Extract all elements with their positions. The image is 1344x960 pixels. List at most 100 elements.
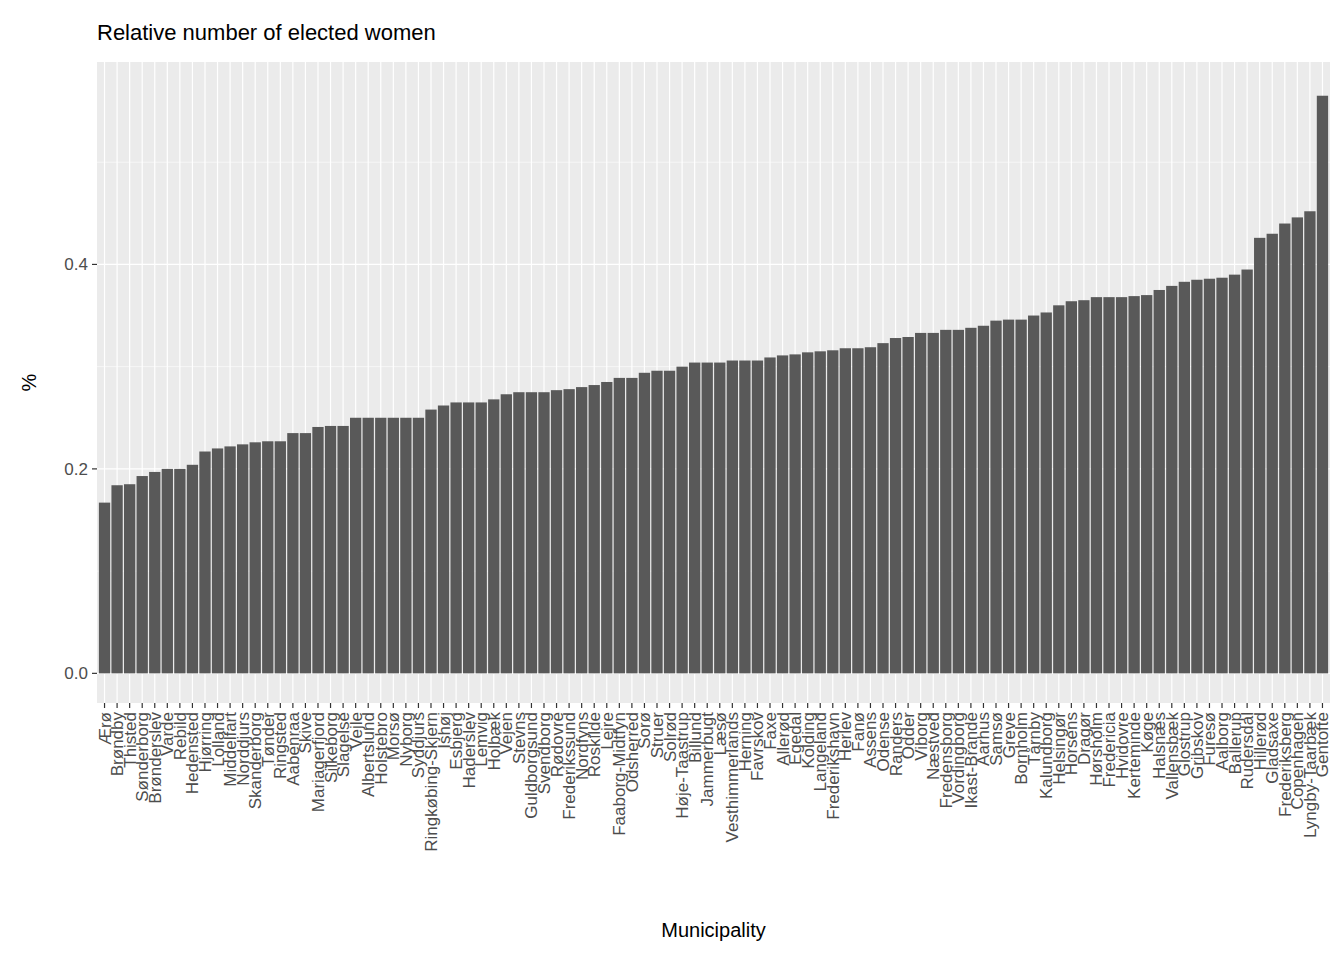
x-tick [1021,703,1022,708]
x-tick [707,703,708,708]
x-tick [167,703,168,708]
bar [676,367,687,674]
x-tick [1046,703,1047,708]
x-tick [631,703,632,708]
x-tick [1146,703,1147,708]
x-tick [945,703,946,708]
x-tick [292,703,293,708]
x-tick [1134,703,1135,708]
bar [1216,278,1227,674]
x-tick [317,703,318,708]
bar [1041,312,1052,673]
bar [99,503,110,674]
bar [852,348,863,673]
x-tick [1159,703,1160,708]
bar [275,441,286,673]
x-tick [1322,703,1323,708]
x-tick [669,703,670,708]
x-tick [1071,703,1072,708]
x-tick [857,703,858,708]
x-tick [179,703,180,708]
bar [714,363,725,674]
bar [1254,238,1265,674]
bar [425,410,436,674]
bar [890,338,901,673]
bar [563,389,574,673]
x-tick [493,703,494,708]
bar [1015,320,1026,674]
x-tick [1221,703,1222,708]
minor-grid-line [97,162,1330,163]
x-tick [719,703,720,708]
bar [865,347,876,673]
grid-line [97,264,1330,265]
bar [639,373,650,674]
x-tick [380,703,381,708]
x-tick [1272,703,1273,708]
x-tick [443,703,444,708]
x-tick [795,703,796,708]
x-tick [594,703,595,708]
bar [614,378,625,673]
bar [877,343,888,673]
x-tick [1058,703,1059,708]
x-tick [920,703,921,708]
bar [375,418,386,674]
x-tick [807,703,808,708]
bar [1317,96,1328,674]
x-tick [769,703,770,708]
bar [212,448,223,673]
x-tick [456,703,457,708]
x-tick [820,703,821,708]
x-tick [1309,703,1310,708]
y-tick-label: 0.4 [64,255,88,274]
x-tick [204,703,205,708]
x-tick [355,703,356,708]
bars [99,96,1328,674]
bar [1066,301,1077,673]
bar [149,472,160,673]
bar [1103,297,1114,673]
x-tick [1196,703,1197,708]
bar [438,406,449,674]
panel-background [97,62,1330,703]
x-tick [518,703,519,708]
bar [337,426,348,673]
bar [463,402,474,673]
x-tick [192,703,193,708]
x-tick [882,703,883,708]
x-tick [393,703,394,708]
bar [237,444,248,673]
x-tick [543,703,544,708]
y-tick-label: 0.0 [64,664,88,683]
x-tick [506,703,507,708]
x-tick [732,703,733,708]
bar [1229,275,1240,674]
bar [224,446,235,673]
x-tick [1259,703,1260,708]
x-tick [744,703,745,708]
x-tick [908,703,909,708]
bar [940,330,951,674]
bar [501,394,512,673]
x-tick [1083,703,1084,708]
bar [727,361,738,674]
bar [601,382,612,673]
x-tick [895,703,896,708]
bar [1028,316,1039,674]
bar [739,361,750,674]
bar [538,392,549,673]
x-tick [983,703,984,708]
x-tick [1108,703,1109,708]
x-tick [1184,703,1185,708]
bar [589,385,600,673]
x-tick [682,703,683,708]
bar [124,484,135,673]
bar [1091,297,1102,673]
x-tick [845,703,846,708]
x-tick [129,703,130,708]
bar [1078,300,1089,673]
bar [413,418,424,674]
bar [1191,280,1202,674]
y-tick [92,264,97,265]
